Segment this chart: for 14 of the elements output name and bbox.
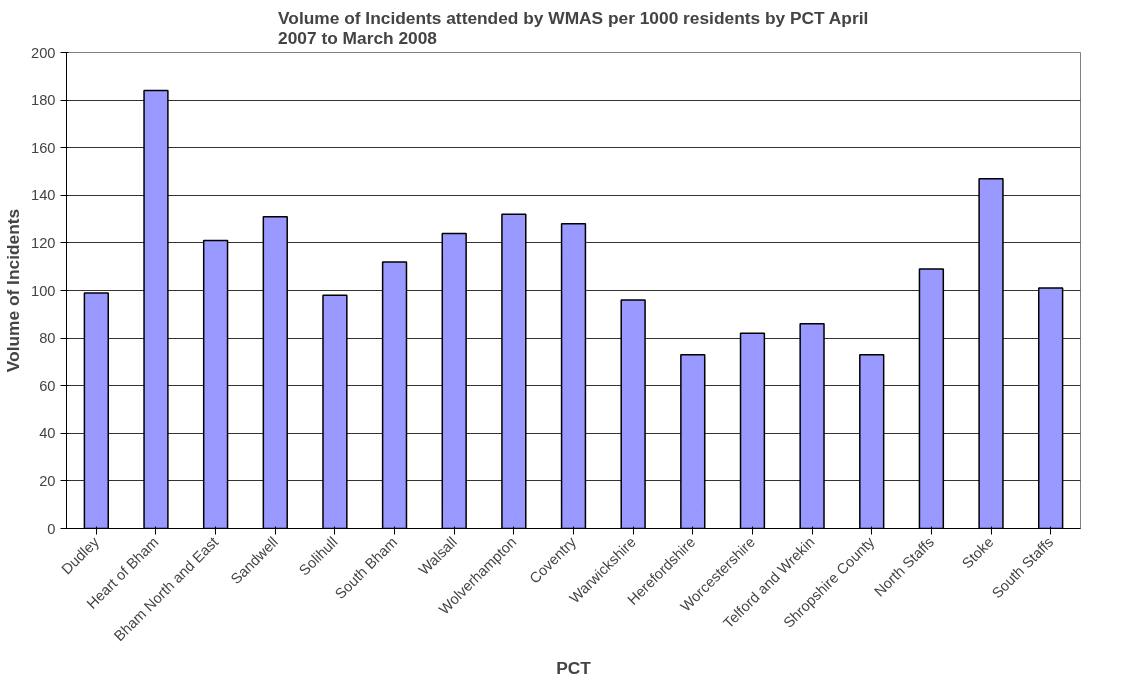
y-tick-label: 140: [31, 187, 56, 204]
chart-title: Volume of Incidents attended by WMAS per 1000 residents by PCT April 2007 to March 2008: [278, 7, 869, 48]
y-tick-label: 40: [39, 425, 56, 442]
y-tick-label: 160: [31, 139, 56, 156]
y-tick-label: 80: [39, 330, 56, 347]
y-tick-label: 180: [31, 92, 56, 109]
y-tick-label: 60: [39, 377, 56, 394]
y-tick-label: 100: [31, 282, 56, 299]
y-tick-label: 20: [39, 472, 56, 489]
y-tick-label: 0: [47, 520, 56, 537]
y-tick-label: 200: [31, 44, 56, 61]
y-axis-title: Volume of Incidents: [3, 208, 24, 373]
x-axis-title: PCT: [556, 657, 592, 678]
y-tick-label: 120: [31, 234, 56, 251]
